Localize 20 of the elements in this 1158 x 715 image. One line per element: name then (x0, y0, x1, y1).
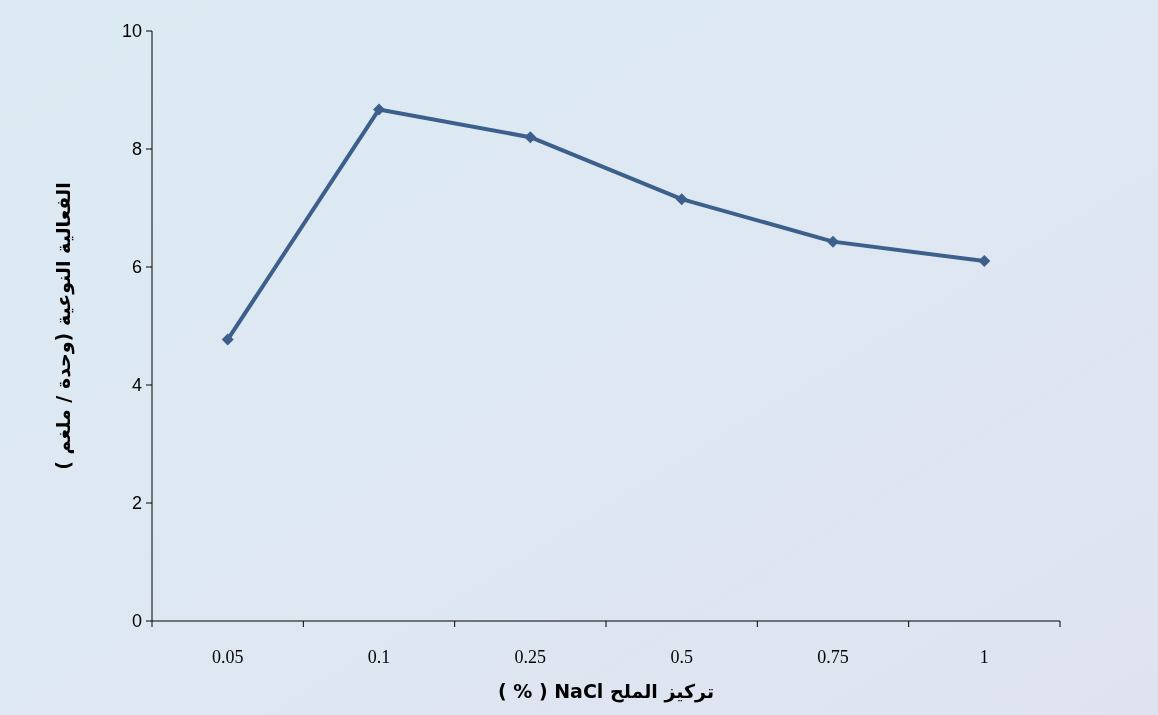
x-tick-label: 0.5 (670, 647, 693, 667)
y-tick-label: 8 (131, 139, 142, 159)
y-tick-label: 10 (121, 21, 142, 41)
x-axis-title: تركيز الملح NaCl ( % ) (497, 680, 715, 703)
y-tick-label: 4 (131, 375, 142, 395)
x-tick-label: 1 (979, 647, 989, 667)
point (978, 255, 991, 268)
x-tick-label: 0.75 (817, 647, 849, 667)
point (827, 235, 839, 248)
y-tick-label: 2 (131, 493, 142, 513)
point (675, 193, 688, 206)
y-axis-title: الفعالية النوعية (وحدة / ملغم ) (52, 182, 75, 470)
x-tick-label: 0.25 (514, 647, 547, 667)
y-tick-label: 6 (131, 257, 142, 277)
y-tick-label: 0 (131, 611, 142, 631)
x-tick-label: 0.05 (211, 647, 244, 667)
point (524, 131, 537, 144)
point (221, 333, 234, 346)
x-tick-label: 0.1 (367, 647, 391, 667)
point (373, 103, 385, 116)
